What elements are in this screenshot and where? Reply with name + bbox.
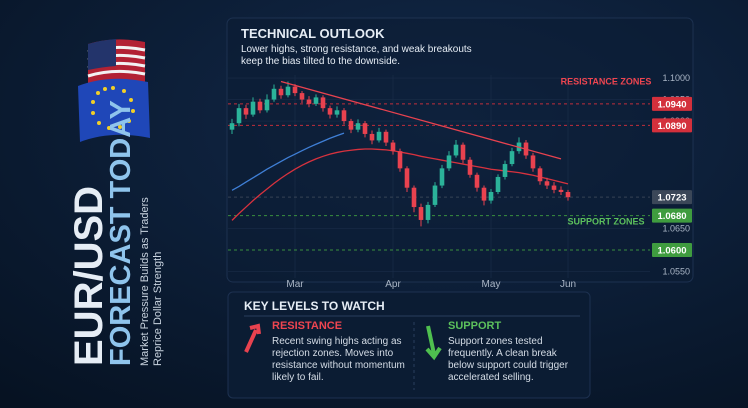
candle-body: [411, 187, 417, 208]
candle-body: [453, 144, 459, 156]
plot: 1.10001.09501.09001.06501.0550MarAprMayJ…: [228, 73, 692, 290]
resistance-heading: RESISTANCE: [272, 320, 342, 332]
candle-body: [348, 121, 354, 130]
key-level-text: likely to fail.: [272, 372, 324, 383]
level-label: 1.0680: [657, 211, 686, 222]
candle-body: [278, 88, 284, 96]
candle-body: [369, 133, 375, 141]
key-levels-panel: [227, 291, 591, 399]
key-level-text: frequently. A clean break: [448, 348, 558, 359]
level-label: 1.0890: [657, 121, 686, 132]
candle-body: [439, 168, 445, 186]
key-level-text: accelerated selling.: [448, 372, 534, 383]
candle-body: [264, 99, 270, 111]
key-level-text: resistance without momentum: [272, 360, 405, 371]
key-levels-title: KEY LEVELS TO WATCH: [244, 299, 385, 313]
flags: [78, 39, 150, 142]
candle-body: [341, 110, 347, 122]
candle-body: [558, 189, 564, 192]
candle-body: [355, 123, 361, 130]
candle-body: [299, 93, 305, 100]
candle-body: [397, 151, 403, 169]
candle-body: [243, 108, 249, 115]
headline-title: FORECAST TODAY: [105, 100, 137, 366]
zone-label: RESISTANCE ZONES: [561, 77, 652, 87]
chart-title: TECHNICAL OUTLOOK: [241, 26, 385, 41]
level-badge: [652, 118, 692, 133]
candle-body: [425, 204, 431, 220]
candle-body: [362, 123, 368, 134]
candle-body: [306, 99, 312, 104]
candle-body: [509, 151, 515, 165]
candle-body: [467, 159, 473, 175]
candle-body: [404, 168, 410, 188]
level-label: 1.0940: [657, 99, 686, 110]
candle-body: [250, 101, 256, 115]
candle-body: [502, 164, 508, 177]
candle-body: [285, 86, 291, 96]
x-tick-label: Jun: [560, 279, 576, 290]
headline-subtitle: Reprice Dollar Strength: [152, 252, 164, 366]
x-tick-label: Apr: [385, 279, 401, 290]
candle-body: [292, 86, 298, 94]
candle-body: [481, 187, 487, 201]
candle-body: [376, 131, 382, 141]
x-tick-label: May: [482, 279, 501, 290]
candle-body: [446, 155, 452, 169]
level-label: 1.0723: [657, 193, 686, 204]
candle-body: [383, 131, 389, 143]
candle-body: [320, 97, 326, 109]
zone-label: SUPPORT ZONES: [567, 216, 644, 226]
candle-body: [565, 192, 571, 198]
candle-body: [327, 108, 333, 115]
chart-subtitle: keep the bias tilted to the downside.: [241, 56, 400, 67]
trendline: [280, 80, 562, 160]
key-level-text: rejection zones. Moves into: [272, 348, 394, 359]
pair-title: EUR/USD: [67, 186, 111, 366]
candle-body: [271, 88, 277, 100]
key-level-text: Support zones tested: [448, 336, 543, 347]
candle-body: [432, 185, 438, 205]
candle-body: [460, 144, 466, 160]
level-badge: [652, 208, 692, 223]
candle-body: [229, 123, 235, 130]
candle-body: [236, 108, 242, 124]
moving-average: [231, 132, 345, 191]
headline-subtitle: Market Pressure Builds as Traders: [139, 197, 151, 366]
x-tick-label: Mar: [286, 279, 304, 290]
resistance-arrow: [244, 323, 261, 353]
candle-body: [418, 207, 424, 220]
level-label: 1.0600: [657, 246, 686, 257]
candle-body: [390, 142, 396, 152]
candle-body: [530, 155, 536, 169]
candle-body: [334, 110, 340, 115]
candle-body: [544, 181, 550, 186]
support-arrow: [425, 325, 442, 361]
candle-body: [488, 192, 494, 201]
y-tick-label: 1.0550: [662, 267, 690, 277]
support-heading: SUPPORT: [448, 320, 501, 332]
level-badge: [652, 96, 692, 111]
level-badge: [652, 190, 692, 205]
candle-body: [537, 168, 543, 182]
level-badge: [652, 243, 692, 258]
candle-body: [551, 185, 557, 190]
y-tick-label: 1.0650: [662, 224, 690, 234]
candle-body: [495, 176, 501, 192]
key-level-text: Recent swing highs acting as: [272, 336, 402, 347]
key-level-text: below support could trigger: [448, 360, 569, 371]
y-tick-label: 1.1000: [662, 73, 690, 83]
chart-subtitle: Lower highs, strong resistance, and weak…: [241, 44, 472, 55]
candle-body: [313, 97, 319, 104]
candle-body: [474, 174, 480, 188]
candle-body: [257, 101, 263, 111]
